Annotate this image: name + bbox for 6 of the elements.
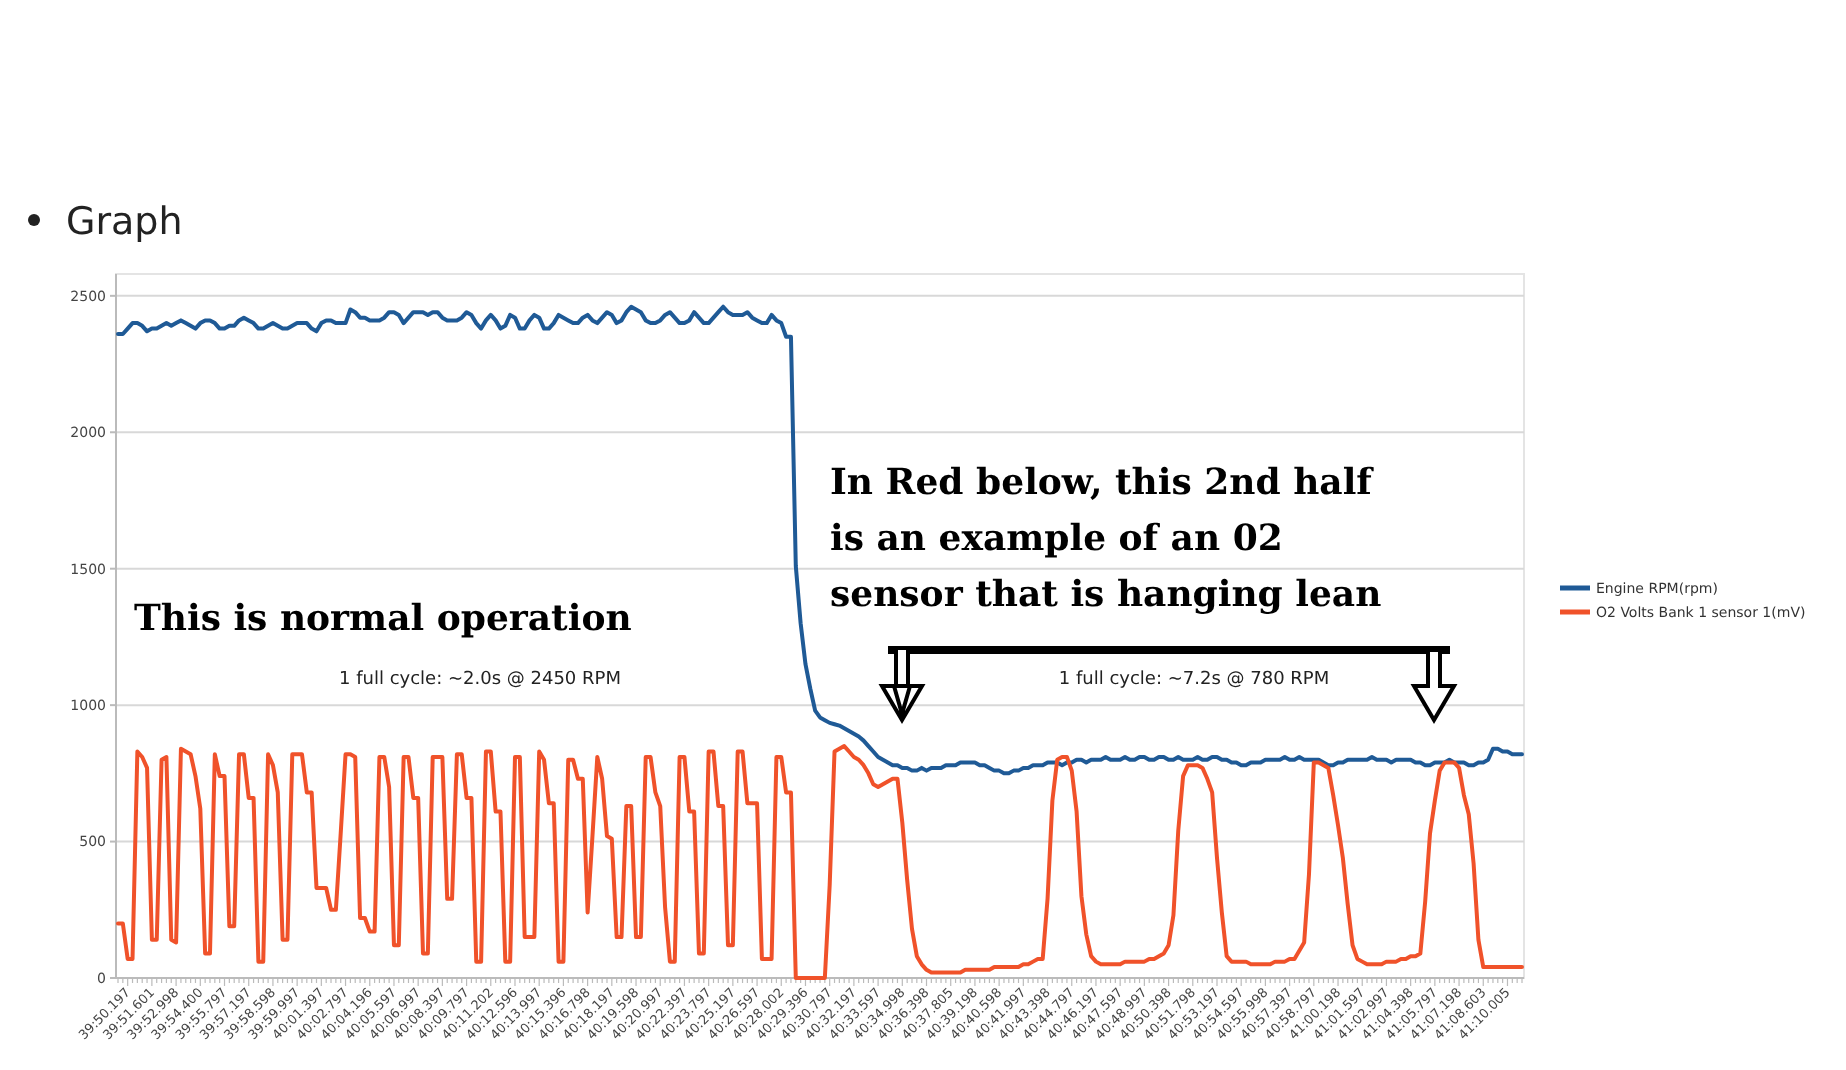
line-series bbox=[116, 304, 1524, 776]
annotation: 1 full cycle: ~7.2s @ 780 RPM bbox=[1058, 670, 1330, 690]
annotation: This is normal operation bbox=[134, 598, 632, 640]
chart-title: Graph bbox=[66, 200, 183, 244]
annotation: In Red below, this 2nd half is an example of an 02 sensor that is hanging lean bbox=[830, 462, 1382, 616]
annotation: 1 full cycle: ~2.0s @ 2450 RPM bbox=[339, 670, 621, 690]
